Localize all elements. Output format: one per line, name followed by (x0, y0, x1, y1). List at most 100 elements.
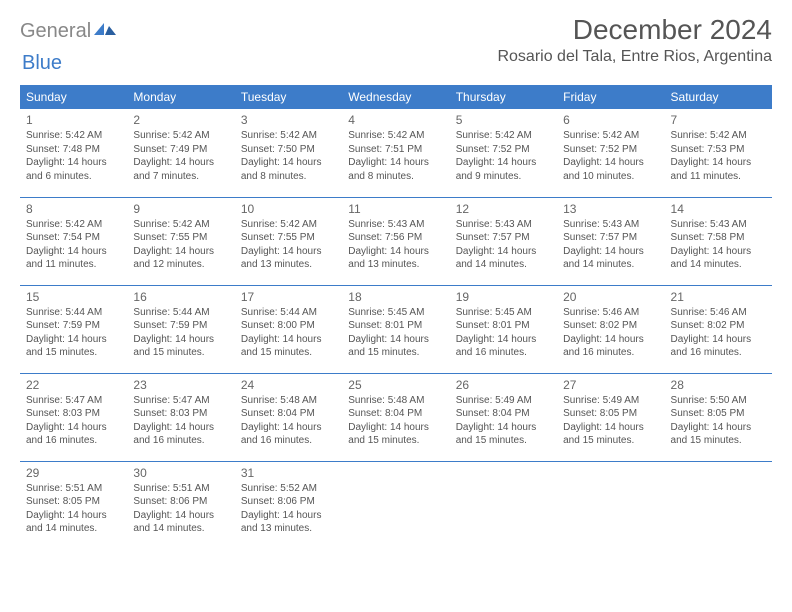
day-number: 13 (563, 201, 658, 217)
calendar-week: 29 Sunrise: 5:51 AM Sunset: 8:05 PM Dayligh… (20, 461, 772, 549)
calendar-cell: 13Sunrise: 5:43 AMSunset: 7:57 PMDayligh… (557, 197, 664, 285)
sunset-line: Sunset: 7:55 PM (133, 231, 228, 245)
day-number: 2 (133, 112, 228, 128)
calendar-cell: 3Sunrise: 5:42 AMSunset: 7:50 PMDaylight… (235, 109, 342, 197)
sunrise-line: Sunrise: 5:48 AM (241, 394, 336, 408)
sunrise-line: Sunrise: 5:44 AM (241, 306, 336, 320)
sunset-line: Sunset: 7:51 PM (348, 143, 443, 157)
calendar-table: Sunday Monday Tuesday Wednesday Thursday… (20, 85, 772, 549)
calendar-cell: 23Sunrise: 5:47 AMSunset: 8:03 PMDayligh… (127, 373, 234, 461)
day-number: 4 (348, 112, 443, 128)
calendar-cell: 31Sunrise: 5:52 AMSunset: 8:06 PMDayligh… (235, 461, 342, 549)
day-number: 1 (26, 112, 121, 128)
day-number: 20 (563, 289, 658, 305)
day-number: 18 (348, 289, 443, 305)
day-number: 3 (241, 112, 336, 128)
daylight-line: Daylight: 14 hours and 8 minutes. (241, 156, 336, 183)
dayhead-fri: Friday (557, 85, 664, 109)
daylight-line: Daylight: 14 hours and 9 minutes. (456, 156, 551, 183)
sunrise-line: Sunrise: 5:42 AM (456, 129, 551, 143)
calendar-cell: 1Sunrise: 5:42 AMSunset: 7:48 PMDaylight… (20, 109, 127, 197)
calendar-cell: 17Sunrise: 5:44 AMSunset: 8:00 PMDayligh… (235, 285, 342, 373)
sunrise-line: Sunrise: 5:42 AM (133, 218, 228, 232)
daylight-line: Daylight: 14 hours and 16 minutes. (26, 421, 121, 448)
calendar-cell: 9Sunrise: 5:42 AMSunset: 7:55 PMDaylight… (127, 197, 234, 285)
sunset-line: Sunset: 7:57 PM (563, 231, 658, 245)
daylight-line: Daylight: 14 hours and 11 minutes. (26, 245, 121, 272)
sunrise-line: Sunrise: 5:42 AM (671, 129, 766, 143)
day-number: 27 (563, 377, 658, 393)
sunset-line: Sunset: 8:04 PM (456, 407, 551, 421)
sunrise-line: Sunrise: 5:42 AM (26, 129, 121, 143)
calendar-cell: 26Sunrise: 5:49 AMSunset: 8:04 PMDayligh… (450, 373, 557, 461)
day-number: 7 (671, 112, 766, 128)
daylight-line: Daylight: 14 hours and 8 minutes. (348, 156, 443, 183)
day-number: 29 (26, 465, 121, 481)
day-number: 8 (26, 201, 121, 217)
sunrise-line: Sunrise: 5:44 AM (133, 306, 228, 320)
day-number: 14 (671, 201, 766, 217)
daylight-line: Daylight: 14 hours and 13 minutes. (348, 245, 443, 272)
sunrise-line: Sunrise: 5:48 AM (348, 394, 443, 408)
daylight-line: Daylight: 14 hours and 14 minutes. (133, 509, 228, 536)
sunset-line: Sunset: 8:04 PM (241, 407, 336, 421)
daylight-line: Daylight: 14 hours and 16 minutes. (456, 333, 551, 360)
sunset-line: Sunset: 8:02 PM (563, 319, 658, 333)
day-number: 31 (241, 465, 336, 481)
sunrise-line: Sunrise: 5:45 AM (348, 306, 443, 320)
calendar-cell: 14Sunrise: 5:43 AMSunset: 7:58 PMDayligh… (665, 197, 772, 285)
calendar-cell: 22Sunrise: 5:47 AMSunset: 8:03 PMDayligh… (20, 373, 127, 461)
sunset-line: Sunset: 8:05 PM (563, 407, 658, 421)
calendar-body: 1Sunrise: 5:42 AMSunset: 7:48 PMDaylight… (20, 109, 772, 549)
calendar-cell: 30Sunrise: 5:51 AMSunset: 8:06 PMDayligh… (127, 461, 234, 549)
day-number: 23 (133, 377, 228, 393)
daylight-line: Daylight: 14 hours and 14 minutes. (456, 245, 551, 272)
dayhead-thu: Thursday (450, 85, 557, 109)
day-number: 21 (671, 289, 766, 305)
dayhead-sat: Saturday (665, 85, 772, 109)
day-number: 6 (563, 112, 658, 128)
logo-sail-icon (94, 20, 116, 43)
logo-line2-wrap: Blue (22, 52, 772, 75)
calendar-cell: 7Sunrise: 5:42 AMSunset: 7:53 PMDaylight… (665, 109, 772, 197)
logo-word1: General (20, 20, 91, 43)
sunrise-line: Sunrise: 5:42 AM (26, 218, 121, 232)
daylight-line: Daylight: 14 hours and 12 minutes. (133, 245, 228, 272)
dayhead-mon: Monday (127, 85, 234, 109)
calendar-cell: 6Sunrise: 5:42 AMSunset: 7:52 PMDaylight… (557, 109, 664, 197)
calendar-page: General December 2024 Rosario del Tala, … (0, 0, 792, 563)
sunrise-line: Sunrise: 5:43 AM (563, 218, 658, 232)
sunrise-line: Sunrise: 5:51 AM (133, 482, 228, 496)
day-number: 28 (671, 377, 766, 393)
sunset-line: Sunset: 7:55 PM (241, 231, 336, 245)
calendar-cell: 10Sunrise: 5:42 AMSunset: 7:55 PMDayligh… (235, 197, 342, 285)
sunset-line: Sunset: 7:58 PM (671, 231, 766, 245)
calendar-cell: 8Sunrise: 5:42 AMSunset: 7:54 PMDaylight… (20, 197, 127, 285)
daylight-line: Daylight: 14 hours and 16 minutes. (241, 421, 336, 448)
calendar-cell: 12Sunrise: 5:43 AMSunset: 7:57 PMDayligh… (450, 197, 557, 285)
sunrise-line: Sunrise: 5:42 AM (241, 129, 336, 143)
calendar-cell: 19Sunrise: 5:45 AMSunset: 8:01 PMDayligh… (450, 285, 557, 373)
dayhead-tue: Tuesday (235, 85, 342, 109)
daylight-line: Daylight: 14 hours and 15 minutes. (456, 421, 551, 448)
calendar-cell (342, 461, 449, 549)
sunrise-line: Sunrise: 5:50 AM (671, 394, 766, 408)
sunrise-line: Sunrise: 5:46 AM (563, 306, 658, 320)
daylight-line: Daylight: 14 hours and 15 minutes. (348, 333, 443, 360)
day-number: 25 (348, 377, 443, 393)
sunset-line: Sunset: 7:59 PM (26, 319, 121, 333)
sunset-line: Sunset: 8:05 PM (26, 495, 121, 509)
daylight-line: Daylight: 14 hours and 15 minutes. (26, 333, 121, 360)
sunset-line: Sunset: 7:59 PM (133, 319, 228, 333)
sunset-line: Sunset: 8:00 PM (241, 319, 336, 333)
daylight-line: Daylight: 14 hours and 15 minutes. (563, 421, 658, 448)
sunset-line: Sunset: 8:04 PM (348, 407, 443, 421)
calendar-cell: 28Sunrise: 5:50 AMSunset: 8:05 PMDayligh… (665, 373, 772, 461)
logo-word2: Blue (22, 52, 62, 74)
sunset-line: Sunset: 7:54 PM (26, 231, 121, 245)
dayhead-wed: Wednesday (342, 85, 449, 109)
day-number: 12 (456, 201, 551, 217)
calendar-week: 8Sunrise: 5:42 AMSunset: 7:54 PMDaylight… (20, 197, 772, 285)
daylight-line: Daylight: 14 hours and 10 minutes. (563, 156, 658, 183)
sunrise-line: Sunrise: 5:42 AM (348, 129, 443, 143)
